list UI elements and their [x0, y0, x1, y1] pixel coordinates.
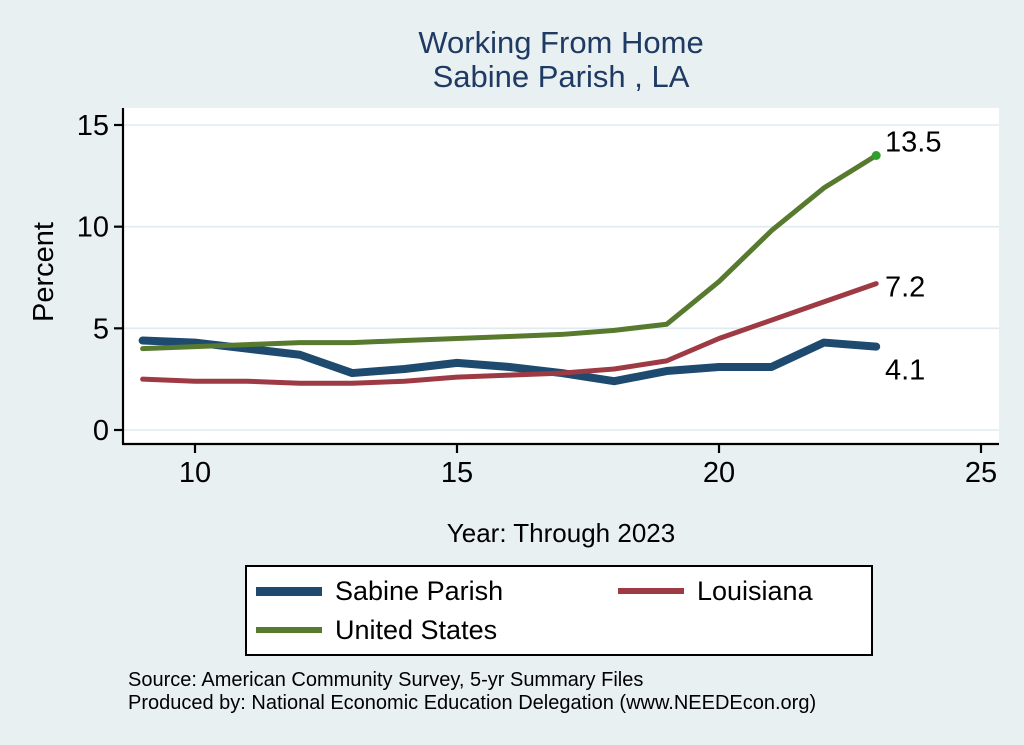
chart-title-line1: Working From Home — [418, 25, 704, 60]
legend-item-louisiana: Louisiana — [618, 569, 813, 613]
legend-label-sabine-parish: Sabine Parish — [335, 575, 504, 606]
x-tick-label-20: 20 — [703, 457, 735, 489]
series-end-marker-united-states — [871, 151, 881, 161]
footer-notes: Source: American Community Survey, 5-yr … — [128, 669, 816, 715]
legend: Sabine Parish Louisiana United States — [245, 565, 873, 656]
y-tick-label-0: 0 — [93, 415, 109, 447]
x-tick-label-10: 10 — [179, 457, 211, 489]
plot-background — [123, 108, 999, 444]
series-line-louisiana — [140, 281, 879, 386]
series-line-united-states — [140, 153, 879, 352]
legend-swatch-sabine-parish — [256, 586, 322, 596]
y-tick-label-15: 15 — [77, 110, 109, 142]
legend-label-louisiana: Louisiana — [697, 575, 813, 606]
end-value-label-united-states: 13.5 — [885, 127, 941, 159]
end-value-label-louisiana: 7.2 — [885, 272, 925, 304]
chart-title: Working From Home Sabine Parish , LA — [123, 26, 999, 94]
y-tick-label-10: 10 — [77, 212, 109, 244]
x-axis-title: Year: Through 2023 — [446, 518, 676, 548]
legend-label-united-states: United States — [335, 614, 498, 645]
series-line-sabine-parish — [138, 336, 881, 386]
legend-swatch-louisiana — [618, 588, 684, 594]
produced-by-note: Produced by: National Economic Education… — [128, 692, 817, 714]
legend-swatch-united-states — [256, 627, 322, 633]
legend-item-united-states: United States — [256, 608, 497, 652]
end-value-label-sabine-parish: 4.1 — [885, 355, 925, 387]
y-axis-title: Percent — [28, 222, 60, 322]
x-tick-label-15: 15 — [441, 457, 473, 489]
x-tick-label-25: 25 — [965, 457, 997, 489]
legend-item-sabine-parish: Sabine Parish — [256, 569, 503, 613]
chart-title-line2: Sabine Parish , LA — [432, 59, 690, 94]
source-note: Source: American Community Survey, 5-yr … — [128, 669, 644, 691]
y-tick-label-5: 5 — [93, 313, 109, 345]
